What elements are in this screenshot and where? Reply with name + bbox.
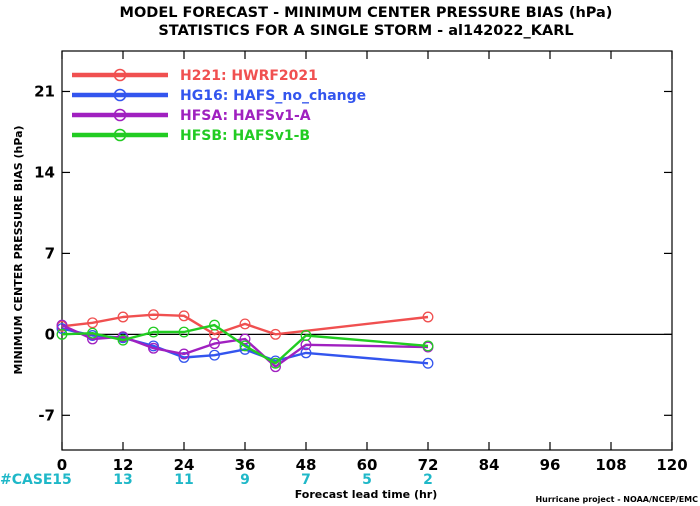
data-point-hfsb [300,330,312,341]
data-point-h221 [270,328,281,340]
x-tick-label: 96 [540,456,561,474]
legend-label-hg16: HG16: HAFS_no_change [180,88,366,104]
data-point-hfsb [270,357,281,369]
case-count: 15 [52,472,71,488]
case-count: 11 [174,472,193,488]
legend: H221: HWRF2021 HG16: HAFS_no_change HFSA: … [72,68,366,144]
data-point-hfsa [209,338,220,350]
data-point-hfsa [178,348,190,360]
legend-marker-hfsb [113,128,127,142]
data-point-hg16 [209,349,220,361]
data-point-hg16 [178,352,190,363]
axis-ticks: 0 12 24 36 48 60 72 84 96 108 120 -7 0 7 14 21 [34,51,688,474]
x-tick-label: 0 [57,456,67,474]
series-line-hfsb [61,323,429,365]
data-point-h221 [422,311,434,323]
data-point-hg16 [422,357,434,369]
y-tick-label: -7 [38,406,55,424]
case-count: 13 [113,472,132,488]
y-tick-label: 14 [34,163,55,181]
x-axis-label: Forecast lead time (hr) [295,488,438,501]
x-tick-label: 84 [479,456,500,474]
case-count: 9 [240,472,250,488]
x-tick-label: 24 [174,456,195,474]
x-tick-label: 48 [296,456,317,474]
credit-text: Hurricane project - NOAA/NCEP/EMC [535,495,698,504]
data-point-hfsb [239,340,251,352]
case-label: #CASE [0,472,53,488]
legend-label-hfsa: HFSA: HAFSv1-A [180,108,311,124]
case-count: 5 [362,472,372,488]
data-point-hfsb [87,327,98,339]
data-point-h221 [87,317,98,329]
data-point-hfsb [422,340,434,352]
data-point-h221 [117,311,129,323]
case-count: 7 [301,472,311,488]
data-point-hfsb [178,326,190,338]
y-tick-label: 21 [34,82,55,100]
series-line-h221 [61,313,429,336]
data-point-hfsb [209,319,220,331]
data-point-h221 [148,309,159,321]
data-point-hfsa [148,342,159,354]
series-lines [56,309,434,373]
legend-marker-hg16 [113,88,127,102]
data-point-hfsb [148,326,159,338]
x-tick-label: 108 [595,456,626,474]
legend-marker-hfsa [113,108,127,122]
legend-marker-h221 [113,68,127,82]
legend-label-h221: H221: HWRF2021 [180,68,318,84]
data-point-hfsa [239,333,251,345]
chart-title: MODEL FORECAST - MINIMUM CENTER PRESSURE… [120,5,613,21]
data-point-hfsb [56,328,68,340]
x-tick-label: 36 [235,456,256,474]
x-tick-label: 60 [357,456,378,474]
y-tick-label: 0 [45,325,55,343]
y-axis-label: MINIMUM CENTER PRESSURE BIAS (hPa) [12,125,25,374]
case-counts: #CASE 15 13 11 9 7 5 2 [0,472,433,488]
case-count: 2 [423,472,433,488]
data-point-hfsb [117,334,129,346]
x-tick-label: 12 [113,456,134,474]
data-point-hfsa [117,331,129,343]
data-point-hg16 [300,347,312,359]
x-tick-label: 72 [418,456,439,474]
data-point-h221 [178,310,190,322]
chart-subtitle: STATISTICS FOR A SINGLE STORM - al142022… [158,23,573,39]
plot-frame [61,50,673,451]
y-tick-label: 7 [45,244,55,262]
data-point-h221 [239,318,251,330]
x-tick-label: 120 [656,456,687,474]
legend-label-hfsb: HFSB: HAFSv1-B [180,128,310,144]
